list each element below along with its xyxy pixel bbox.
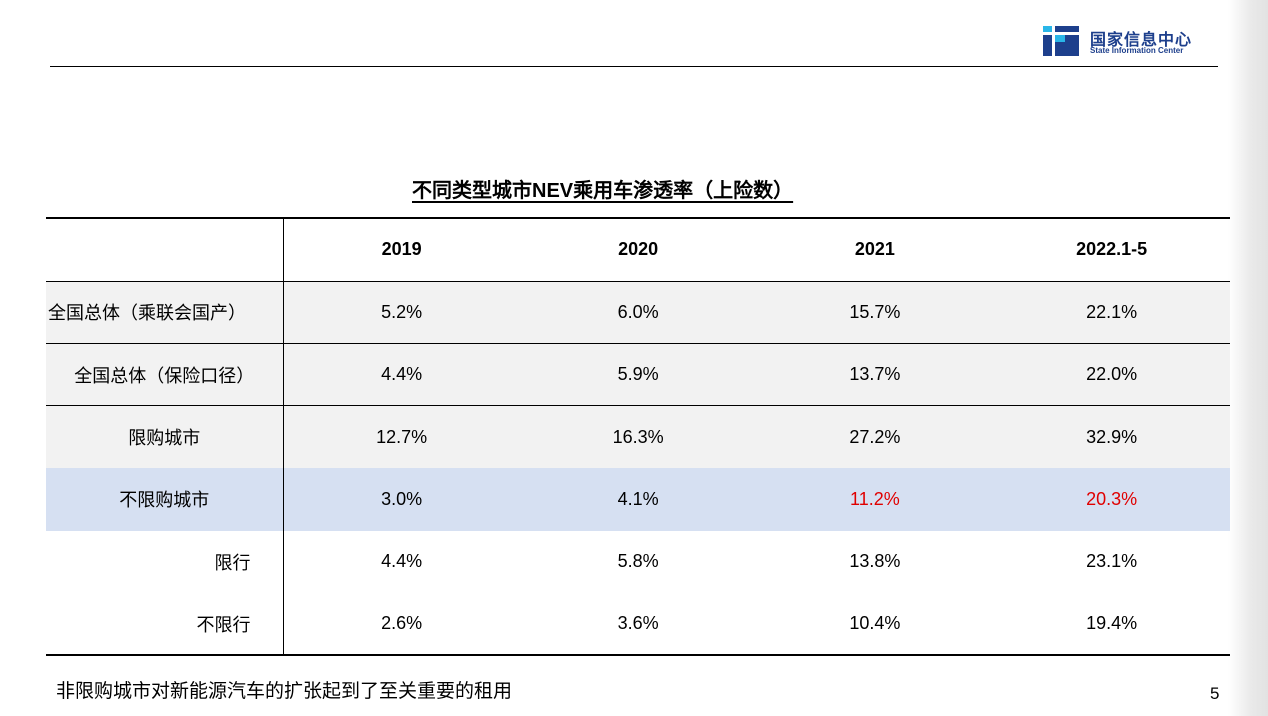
table-cell: 15.7%	[849, 301, 901, 322]
table-cell: 23.1%	[1086, 551, 1138, 572]
header-cell-empty	[46, 218, 284, 281]
table-cell-highlighted: 11.2%	[850, 488, 900, 509]
table-cell: 19.4%	[1086, 613, 1138, 634]
table-row-highlighted: 不限购城市 3.0% 4.1% 11.2% 20.3%	[46, 468, 1230, 531]
table-cell: 5.9%	[617, 364, 659, 385]
row-label: 限行	[46, 530, 284, 593]
table-title: 不同类型城市NEV乘用车渗透率（上险数）	[412, 180, 794, 202]
header-cell-2021: 2021	[854, 239, 895, 260]
table-row: 全国总体（乘联会国产） 5.2% 6.0% 15.7% 22.1%	[46, 281, 1230, 344]
row-label: 全国总体（乘联会国产）	[46, 281, 284, 344]
header-cell-2022-1-5: 2022.1-5	[1076, 239, 1148, 260]
table-row: 限购城市 12.7% 16.3% 27.2% 32.9%	[46, 405, 1230, 469]
row-label: 不限行	[46, 592, 284, 656]
table-cell: 13.7%	[849, 364, 901, 385]
page-edge-shadow	[1228, 0, 1268, 716]
row-label: 限购城市	[46, 405, 284, 469]
header-cell-2020: 2020	[618, 239, 659, 260]
table-cell: 5.2%	[381, 301, 423, 322]
table-cell-highlighted: 20.3%	[1086, 488, 1138, 509]
table-row: 限行 4.4% 5.8% 13.8% 23.1%	[46, 530, 1230, 593]
table-cell: 16.3%	[612, 426, 664, 447]
footnote: 非限购城市对新能源汽车的扩张起到了至关重要的租用	[56, 680, 513, 702]
table-cell: 2.6%	[381, 613, 423, 634]
penetration-rate-table: 2019 2020 2021 2022.1-5 全国总体（乘联会国产） 5.2%…	[46, 217, 1230, 656]
state-information-center-logo: 国家信息中心 State Information Center	[1043, 26, 1223, 58]
header-divider	[50, 66, 1218, 67]
row-label: 全国总体（保险口径）	[46, 343, 284, 406]
table-row: 不限行 2.6% 3.6% 10.4% 19.4%	[46, 592, 1230, 656]
header-cell-2019: 2019	[381, 239, 422, 260]
logo-name-en: State Information Center	[1090, 46, 1184, 55]
table-cell: 4.4%	[381, 551, 423, 572]
table-cell: 3.6%	[617, 613, 659, 634]
table-row: 全国总体（保险口径） 4.4% 5.9% 13.7% 22.0%	[46, 343, 1230, 406]
table-cell: 6.0%	[617, 301, 659, 322]
table-cell: 3.0%	[381, 488, 423, 509]
table-cell: 22.1%	[1086, 301, 1138, 322]
logo-name-cn: 国家信息中心	[1090, 30, 1193, 49]
table-cell: 22.0%	[1086, 364, 1138, 385]
page-number: 5	[1210, 684, 1220, 703]
table-header-row: 2019 2020 2021 2022.1-5	[46, 218, 1230, 281]
table-cell: 5.8%	[617, 551, 659, 572]
table-cell: 10.4%	[849, 613, 901, 634]
table-cell: 4.1%	[617, 488, 659, 509]
row-label: 不限购城市	[46, 468, 284, 531]
table-cell: 12.7%	[376, 426, 428, 447]
table-cell: 4.4%	[381, 364, 423, 385]
table-cell: 13.8%	[849, 551, 901, 572]
table-cell: 27.2%	[849, 426, 901, 447]
table-cell: 32.9%	[1086, 426, 1138, 447]
logo-mark-icon	[1043, 26, 1079, 56]
